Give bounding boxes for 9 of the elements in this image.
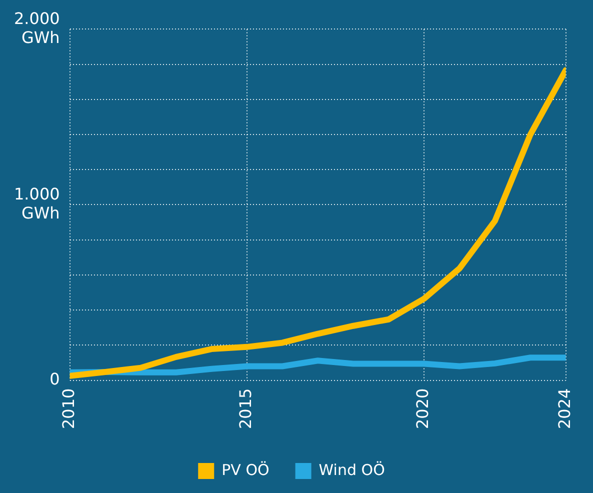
- x-tick-label: 2024: [554, 388, 574, 429]
- y-tick-label: 0: [50, 369, 60, 388]
- y-tick-label: 1.000 GWh: [14, 184, 60, 222]
- y-tick-label: 2.000 GWh: [14, 8, 60, 47]
- x-tick-label: 2015: [236, 388, 256, 429]
- x-tick-label: 2020: [413, 388, 432, 429]
- x-tick-label: 2010: [58, 388, 78, 429]
- legend-label: Wind OÖ: [318, 460, 385, 479]
- legend-label: PV OÖ: [222, 460, 270, 479]
